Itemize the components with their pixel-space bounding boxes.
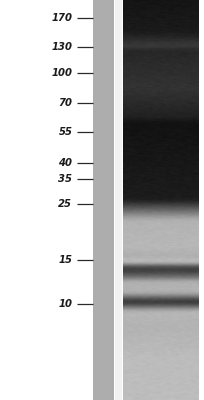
Text: 100: 100 [51, 68, 72, 78]
Text: 15: 15 [58, 255, 72, 265]
Text: 70: 70 [58, 98, 72, 108]
Text: 170: 170 [51, 14, 72, 24]
Text: 35: 35 [58, 174, 72, 184]
Text: 40: 40 [58, 158, 72, 168]
Text: 130: 130 [51, 42, 72, 52]
Text: 10: 10 [58, 299, 72, 309]
Text: 25: 25 [58, 199, 72, 209]
Text: 55: 55 [58, 127, 72, 137]
